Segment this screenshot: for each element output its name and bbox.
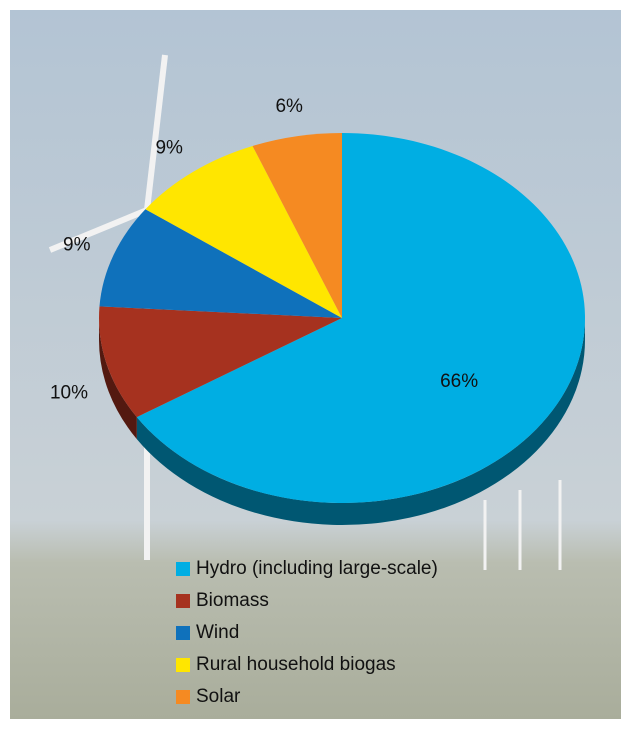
data-label: 6% <box>275 96 303 117</box>
legend-swatch <box>176 690 190 704</box>
legend-swatch <box>176 626 190 640</box>
legend-swatch <box>176 562 190 576</box>
legend-swatch <box>176 658 190 672</box>
legend-swatch <box>176 594 190 608</box>
pie-slice <box>136 133 585 504</box>
pie-slice <box>252 133 342 318</box>
pie-slice <box>99 209 342 318</box>
legend-label: Solar <box>196 686 241 707</box>
legend-label: Biomass <box>196 590 269 611</box>
legend-label: Hydro (including large-scale) <box>196 558 438 579</box>
data-label: 9% <box>63 234 91 255</box>
data-label: 9% <box>155 137 183 158</box>
slice-side <box>99 318 137 440</box>
pie-slice <box>145 145 342 318</box>
legend-label: Wind <box>196 622 239 643</box>
data-label: 10% <box>50 382 88 403</box>
data-label: 66% <box>440 371 478 392</box>
legend-label: Rural household biogas <box>196 654 396 675</box>
pie-slice <box>98 306 342 418</box>
